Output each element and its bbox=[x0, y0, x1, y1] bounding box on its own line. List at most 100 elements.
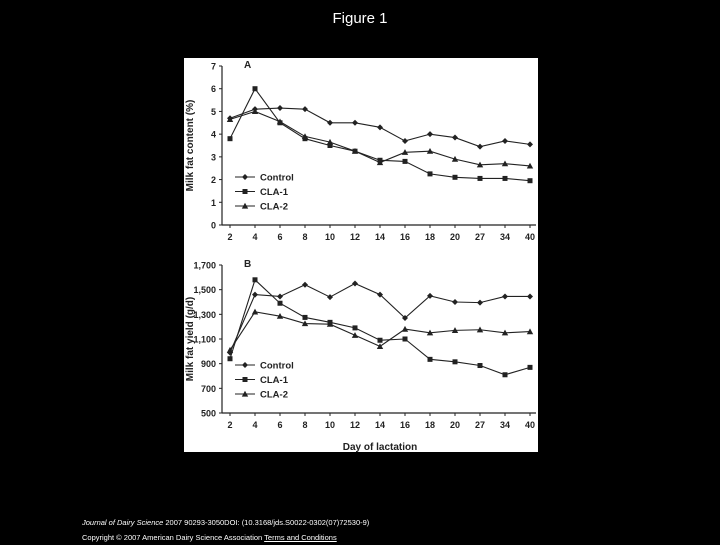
x-tick-label: 14 bbox=[375, 420, 385, 430]
data-point bbox=[377, 291, 383, 298]
data-point bbox=[527, 364, 533, 370]
x-tick-label: 12 bbox=[350, 420, 360, 430]
data-point bbox=[451, 327, 459, 333]
slide-title: Figure 1 bbox=[332, 10, 388, 27]
terms-link[interactable]: Terms and Conditions bbox=[264, 533, 337, 542]
x-tick-label: 40 bbox=[525, 420, 535, 430]
data-point bbox=[277, 105, 283, 112]
y-tick-label: 1,500 bbox=[193, 285, 216, 295]
x-tick-label: 4 bbox=[252, 232, 257, 242]
data-point bbox=[276, 312, 284, 319]
data-point bbox=[501, 329, 509, 336]
data-point bbox=[401, 325, 409, 332]
data-point bbox=[326, 321, 334, 327]
data-point bbox=[277, 293, 283, 300]
data-point bbox=[452, 174, 458, 180]
x-tick-label: 20 bbox=[450, 420, 460, 430]
x-tick-label: 4 bbox=[252, 420, 257, 430]
citation-details: 2007 90293-3050DOI: (10.3168/jds.S0022-0… bbox=[163, 518, 370, 527]
citation-line-2: Copyright © 2007 American Dairy Science … bbox=[82, 530, 369, 545]
copyright-text: Copyright © 2007 American Dairy Science … bbox=[82, 533, 265, 542]
series-cla-2 bbox=[226, 108, 534, 169]
data-point bbox=[252, 277, 258, 283]
data-point bbox=[352, 325, 358, 331]
citation-journal: Journal of Dairy Science bbox=[82, 518, 164, 527]
y-tick-label: 5 bbox=[211, 107, 216, 117]
x-tick-label: 6 bbox=[277, 420, 282, 430]
y-tick-label: 1,100 bbox=[193, 335, 216, 345]
legend-marker bbox=[241, 390, 249, 397]
y-tick-label: 1 bbox=[211, 198, 216, 208]
legend-marker bbox=[241, 202, 249, 209]
data-point bbox=[301, 320, 309, 327]
data-point bbox=[302, 281, 308, 288]
data-point bbox=[527, 141, 533, 148]
legend-marker bbox=[242, 189, 248, 194]
y-tick-label: 2 bbox=[211, 175, 216, 185]
x-tick-label: 12 bbox=[350, 232, 360, 242]
data-point bbox=[451, 155, 459, 162]
legend-item: Control bbox=[235, 173, 294, 184]
legend-label: CLA-2 bbox=[260, 390, 288, 401]
data-point bbox=[476, 326, 484, 333]
data-point bbox=[351, 147, 359, 154]
data-point bbox=[377, 124, 383, 131]
panel-label: A bbox=[244, 60, 251, 71]
data-point bbox=[377, 337, 383, 343]
legend-marker bbox=[242, 377, 248, 382]
legend-item: CLA-1 bbox=[235, 187, 289, 198]
data-point bbox=[402, 158, 408, 164]
legend-label: CLA-1 bbox=[260, 187, 289, 198]
data-point bbox=[427, 292, 433, 299]
y-axis-label: Milk fat content (%) bbox=[185, 100, 196, 192]
data-point bbox=[502, 293, 508, 300]
x-tick-label: 2 bbox=[227, 420, 232, 430]
x-tick-label: 34 bbox=[500, 420, 510, 430]
legend-label: Control bbox=[260, 361, 294, 372]
data-point bbox=[477, 175, 483, 181]
legend-item: CLA-1 bbox=[235, 375, 289, 386]
data-point bbox=[402, 315, 408, 322]
data-point bbox=[452, 299, 458, 305]
x-tick-label: 10 bbox=[325, 232, 335, 242]
data-point bbox=[402, 137, 408, 144]
data-point bbox=[302, 106, 308, 113]
y-tick-label: 700 bbox=[201, 384, 216, 394]
x-tick-label: 10 bbox=[325, 420, 335, 430]
x-tick-label: 2 bbox=[227, 232, 232, 242]
data-point bbox=[352, 280, 358, 287]
panel-label: B bbox=[244, 259, 251, 270]
legend-marker bbox=[242, 174, 248, 180]
data-point bbox=[326, 138, 334, 145]
data-point bbox=[502, 137, 508, 144]
data-point bbox=[401, 149, 409, 155]
legend-item: CLA-2 bbox=[235, 390, 288, 401]
y-tick-label: 4 bbox=[211, 130, 216, 140]
data-point bbox=[427, 131, 433, 138]
legend-label: Control bbox=[260, 173, 294, 184]
series-control bbox=[227, 105, 533, 150]
data-point bbox=[502, 372, 508, 378]
data-point bbox=[351, 332, 359, 338]
series-control bbox=[227, 280, 533, 356]
y-tick-label: 3 bbox=[211, 152, 216, 162]
data-point bbox=[502, 175, 508, 181]
x-tick-label: 14 bbox=[375, 232, 385, 242]
data-point bbox=[452, 359, 458, 365]
legend-item: Control bbox=[235, 361, 294, 372]
legend-marker bbox=[242, 362, 248, 368]
data-point bbox=[427, 356, 433, 362]
series-line bbox=[229, 87, 531, 182]
y-tick-label: 6 bbox=[211, 84, 216, 94]
y-tick-label: 900 bbox=[201, 359, 216, 369]
data-point bbox=[252, 86, 258, 92]
x-tick-label: 40 bbox=[525, 232, 535, 242]
x-tick-label: 8 bbox=[302, 420, 307, 430]
x-tick-label: 27 bbox=[475, 420, 485, 430]
data-point bbox=[227, 356, 233, 362]
data-point bbox=[226, 346, 234, 353]
x-tick-label: 6 bbox=[277, 232, 282, 242]
data-point bbox=[276, 118, 284, 125]
